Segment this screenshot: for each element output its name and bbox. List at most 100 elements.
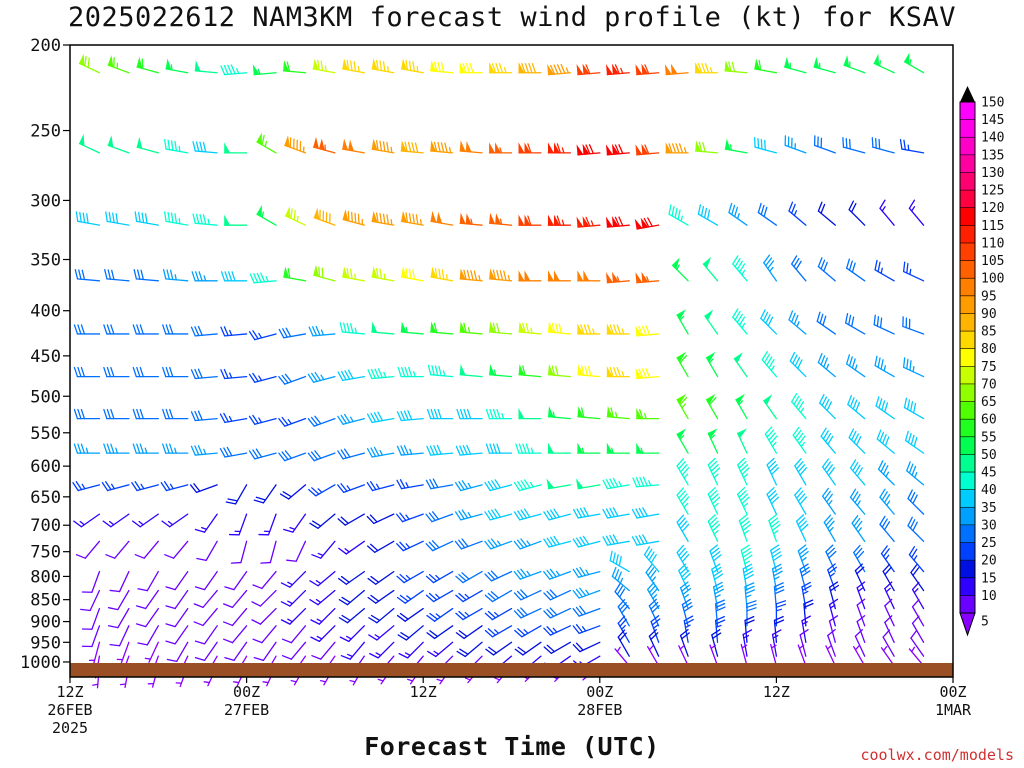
barb-half-feather bbox=[207, 218, 210, 226]
barb-feather bbox=[382, 141, 386, 152]
barb-half-feather bbox=[405, 514, 410, 520]
wind-barb bbox=[513, 538, 542, 550]
barb-feather bbox=[489, 408, 494, 420]
barb-pennant bbox=[813, 56, 820, 69]
barb-feather bbox=[631, 508, 638, 519]
wind-barb bbox=[543, 535, 572, 548]
wind-barb bbox=[134, 540, 159, 559]
barb-feather bbox=[738, 263, 746, 273]
wind-barb bbox=[635, 271, 660, 284]
barb-half-feather bbox=[796, 321, 800, 328]
barb-feather bbox=[456, 408, 461, 420]
barb-staff bbox=[290, 625, 307, 644]
barb-feather bbox=[220, 326, 226, 337]
wind-barb bbox=[771, 629, 782, 657]
barb-feather bbox=[312, 326, 318, 337]
wind-barb bbox=[732, 255, 748, 282]
barb-staff bbox=[174, 625, 189, 645]
barb-feather bbox=[337, 371, 344, 382]
wind-barb bbox=[705, 393, 719, 420]
barb-feather bbox=[340, 516, 349, 525]
barb-feather bbox=[395, 513, 404, 523]
barb-feather bbox=[581, 407, 585, 418]
wind-barb bbox=[899, 139, 925, 154]
barb-feather bbox=[487, 610, 497, 619]
wind-barb bbox=[884, 615, 895, 643]
colorbar-segment bbox=[960, 102, 975, 121]
barb-feather bbox=[518, 443, 524, 454]
barb-feather bbox=[677, 209, 681, 221]
barb-feather bbox=[871, 137, 874, 148]
barb-pennant bbox=[635, 325, 643, 337]
wind-barb bbox=[518, 142, 542, 154]
wind-barb bbox=[880, 545, 895, 573]
wind-barb bbox=[789, 351, 807, 378]
barb-staff bbox=[89, 589, 101, 612]
barb-feather bbox=[707, 457, 716, 466]
barb-feather bbox=[370, 575, 380, 583]
barb-feather bbox=[788, 201, 794, 212]
barb-feather bbox=[514, 648, 524, 656]
wind-barb bbox=[162, 269, 189, 282]
barb-feather bbox=[455, 575, 464, 584]
barb-feather bbox=[821, 458, 829, 468]
barb-feather bbox=[738, 316, 746, 326]
barb-feather bbox=[763, 353, 771, 364]
barb-feather bbox=[459, 445, 465, 456]
barb-feather bbox=[678, 143, 684, 154]
wind-barb bbox=[742, 629, 753, 657]
barb-pennant bbox=[489, 142, 496, 154]
barb-feather bbox=[427, 364, 432, 376]
barb-feather bbox=[170, 212, 174, 224]
barb-feather bbox=[248, 331, 256, 341]
barb-feather bbox=[543, 511, 550, 521]
barb-half-feather bbox=[499, 147, 503, 154]
colorbar-label: 135 bbox=[981, 148, 1004, 163]
barb-feather bbox=[543, 538, 550, 548]
barb-half-feather bbox=[170, 64, 173, 71]
wind-barb bbox=[102, 513, 130, 528]
barb-feather bbox=[523, 508, 531, 518]
barb-pennant bbox=[430, 266, 437, 279]
barb-pennant bbox=[283, 60, 290, 72]
barb-half-feather bbox=[886, 500, 891, 506]
barb-feather bbox=[645, 564, 653, 574]
barb-staff bbox=[231, 589, 248, 609]
barb-feather bbox=[681, 632, 690, 640]
barb-feather bbox=[760, 138, 763, 150]
barb-feather bbox=[797, 401, 805, 411]
wind-barb bbox=[248, 414, 277, 425]
wind-barb bbox=[190, 445, 218, 456]
barb-feather bbox=[880, 462, 886, 473]
barb-feather bbox=[793, 395, 800, 406]
wind-barb bbox=[572, 566, 601, 578]
wind-barb bbox=[827, 563, 838, 592]
colorbar-segment bbox=[960, 489, 975, 508]
barb-feather bbox=[521, 63, 526, 74]
barb-feather bbox=[370, 447, 377, 458]
barb-feather bbox=[856, 566, 865, 575]
barb-feather bbox=[164, 211, 167, 223]
wind-barb bbox=[80, 589, 101, 612]
barb-feather bbox=[910, 434, 915, 446]
wind-barb bbox=[572, 535, 601, 548]
barb-feather bbox=[856, 550, 865, 560]
wind-barb bbox=[342, 58, 365, 74]
barb-half-feather bbox=[885, 587, 891, 593]
barb-half-feather bbox=[857, 587, 864, 592]
barb-pennant bbox=[342, 138, 349, 151]
barb-half-feather bbox=[523, 629, 529, 634]
barb-feather bbox=[253, 656, 265, 661]
wind-barb bbox=[248, 448, 277, 460]
barb-feather bbox=[106, 408, 112, 420]
wind-barb bbox=[427, 641, 454, 658]
barb-feather bbox=[553, 64, 559, 75]
barb-half-feather bbox=[652, 594, 658, 600]
barb-feather bbox=[429, 612, 439, 620]
wind-barb bbox=[338, 607, 365, 624]
barb-feather bbox=[222, 638, 234, 644]
colorbar-segment bbox=[960, 401, 975, 420]
barb-feather bbox=[377, 368, 383, 379]
barb-feather bbox=[279, 493, 290, 500]
barb-half-feather bbox=[679, 644, 685, 650]
